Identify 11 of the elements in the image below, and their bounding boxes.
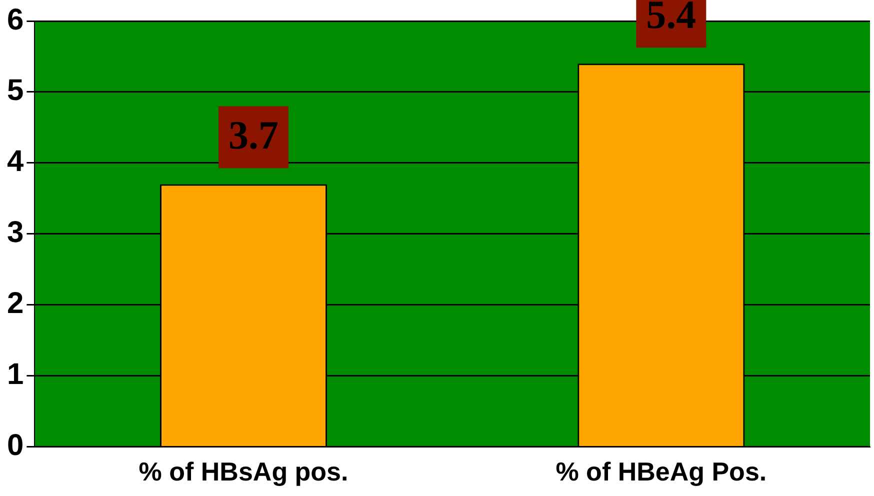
y-tick-label: 3 <box>6 216 24 250</box>
y-tick-label: 4 <box>6 145 24 178</box>
y-tick-label: 1 <box>6 358 24 392</box>
data-label: 3.7 <box>228 112 279 158</box>
y-tick-label: 5 <box>6 74 24 108</box>
data-label: 5.4 <box>646 0 696 37</box>
x-tick-label: % of HBsAg pos. <box>138 456 348 487</box>
x-tick-label: % of HBeAg Pos. <box>556 456 767 487</box>
y-tick-label: 0 <box>6 429 24 462</box>
y-tick-label: 6 <box>6 3 24 36</box>
y-tick-label: 2 <box>6 287 24 320</box>
